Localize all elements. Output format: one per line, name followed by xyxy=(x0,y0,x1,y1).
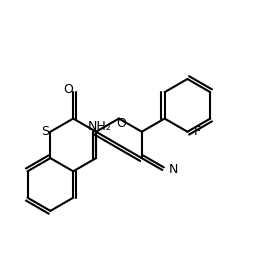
Text: O: O xyxy=(63,83,73,96)
Text: NH₂: NH₂ xyxy=(87,120,111,133)
Text: N: N xyxy=(169,164,178,177)
Text: O: O xyxy=(117,117,126,130)
Text: S: S xyxy=(41,125,49,138)
Text: F: F xyxy=(194,125,201,138)
